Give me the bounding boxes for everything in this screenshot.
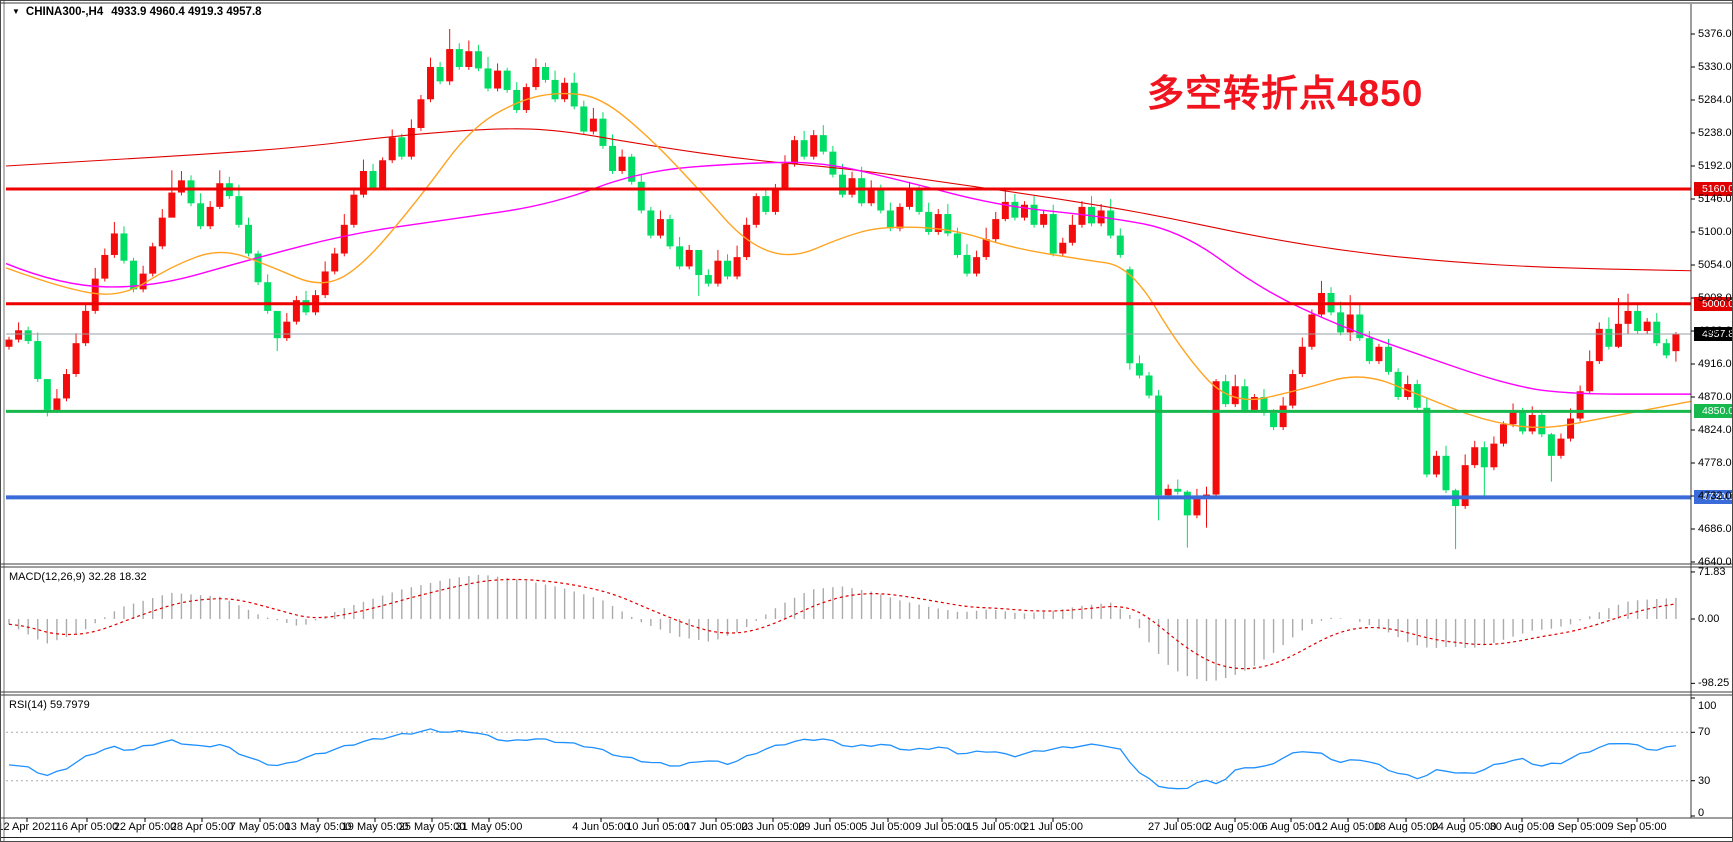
- x-tick-label: 3 Sep 05:00: [1548, 821, 1608, 833]
- macd-label: MACD(12,26,9) 32.28 18.32: [9, 571, 147, 584]
- rsi-scale-label: 30: [1698, 774, 1711, 787]
- x-tick-label: 21 Jul 05:00: [1023, 821, 1083, 833]
- ma-orange-line: [5, 92, 1692, 429]
- y-tick-label: 4870.0: [1698, 390, 1732, 403]
- y-tick-label: 4962.0: [1698, 324, 1732, 337]
- rsi-scale-label: 100: [1698, 700, 1717, 712]
- macd-scale-label: 0.00: [1698, 613, 1720, 625]
- hline-label-4730[interactable]: 4730.0: [1694, 490, 1732, 505]
- chevron-down-icon[interactable]: ▼: [12, 7, 20, 16]
- x-tick-label: 18 Aug 05:00: [1373, 821, 1439, 833]
- x-tick-label: 10 Jun 05:00: [626, 821, 690, 833]
- y-tick-label: 5146.0: [1698, 192, 1732, 205]
- y-tick-label: 4824.0: [1698, 423, 1732, 436]
- annotation-text[interactable]: 多空转折点4850: [1147, 73, 1424, 114]
- hline-label-5160[interactable]: 5160.0: [1694, 181, 1732, 196]
- macd-scale-label: -98.25: [1698, 677, 1730, 690]
- x-tick-label: 27 Jul 05:00: [1148, 821, 1208, 833]
- x-tick-label: 15 Jul 05:00: [966, 821, 1026, 833]
- x-tick-label: 24 Aug 05:00: [1431, 821, 1497, 833]
- rsi-label: RSI(14) 59.7979: [9, 699, 90, 712]
- y-tick-label: 5008.0: [1698, 291, 1732, 304]
- y-tick-label: 5054.0: [1698, 258, 1732, 271]
- y-tick-label: 4640.0: [1698, 555, 1732, 568]
- symbol-title: ▼ CHINA300-,H4 4933.9 4960.4 4919.3 4957.8: [12, 5, 262, 19]
- x-tick-label: 25 May 05:00: [398, 821, 466, 833]
- x-tick-label: 30 Aug 05:00: [1489, 821, 1555, 833]
- macd-signal-line: [8, 578, 1677, 670]
- rsi-pane-lines: [6, 731, 1691, 782]
- symbol-period-label: CHINA300-,H4: [25, 6, 104, 18]
- axis-ticks: [26, 33, 1695, 822]
- x-tick-label: 23 Jun 05:00: [741, 821, 805, 833]
- x-tick-label: 2 Aug 05:00: [1205, 821, 1265, 833]
- x-tick-label: 12 Apr 2021: [0, 821, 57, 833]
- ma-red-line: [5, 128, 1692, 272]
- x-tick-label: 5 Jul 05:00: [861, 821, 915, 833]
- rsi-scale-label: 70: [1698, 726, 1711, 739]
- y-tick-label: 5330.0: [1698, 60, 1732, 73]
- x-tick-label: 31 May 05:00: [455, 821, 523, 833]
- panel-borders: [1, 2, 1732, 819]
- y-tick-label: 5238.0: [1698, 126, 1732, 139]
- x-tick-label: 9 Sep 05:00: [1607, 821, 1667, 833]
- macd-histogram: [8, 574, 1677, 681]
- rsi-scale-label: 0: [1698, 807, 1705, 819]
- macd-scale-label: 71.83: [1698, 565, 1726, 578]
- x-tick-label: 9 Jul 05:00: [915, 821, 969, 833]
- ma-magenta-line: [5, 161, 1691, 395]
- hline-label-4850[interactable]: 4850.0: [1694, 404, 1732, 419]
- x-tick-label: 7 May 05:00: [229, 821, 291, 833]
- y-tick-label: 4686.0: [1698, 522, 1732, 535]
- y-tick-label: 4916.0: [1698, 357, 1732, 370]
- window-left-border: [3, 1, 5, 841]
- y-tick-label: 5100.0: [1698, 225, 1732, 238]
- x-tick-label: 22 Apr 05:00: [113, 821, 177, 833]
- x-tick-label: 17 Jun 05:00: [684, 821, 748, 833]
- y-tick-label: 5284.0: [1698, 93, 1732, 106]
- x-tick-label: 6 Aug 05:00: [1261, 821, 1321, 833]
- y-tick-label: 4778.0: [1698, 456, 1732, 469]
- x-tick-label: 19 May 05:00: [341, 821, 409, 833]
- x-tick-label: 29 Jun 05:00: [798, 821, 862, 833]
- x-tick-label: 4 Jun 05:00: [572, 821, 630, 833]
- x-tick-label: 16 Apr 05:00: [55, 821, 119, 833]
- y-tick-label: 4732.0: [1698, 489, 1732, 502]
- hline-label-5000[interactable]: 5000.0: [1694, 296, 1732, 311]
- x-tick-label: 13 May 05:00: [284, 821, 352, 833]
- window-bottom-border: [1, 837, 1732, 838]
- candlestick-series: [5, 28, 1680, 550]
- x-tick-label: 12 Aug 05:00: [1315, 821, 1381, 833]
- x-tick-label: 28 Apr 05:00: [170, 821, 234, 833]
- y-tick-label: 5376.0: [1698, 28, 1732, 40]
- rsi-line: [8, 728, 1676, 790]
- macd-indicator-values: 32.28 18.32: [88, 571, 147, 583]
- current-price-label: 4957.8: [1694, 327, 1732, 341]
- rsi-indicator-name: RSI(14) 59.7979: [9, 699, 90, 711]
- ohlc-values: 4933.9 4960.4 4919.3 4957.8: [111, 6, 262, 18]
- y-tick-label: 5192.0: [1698, 159, 1732, 172]
- macd-indicator-name: MACD(12,26,9): [9, 571, 86, 583]
